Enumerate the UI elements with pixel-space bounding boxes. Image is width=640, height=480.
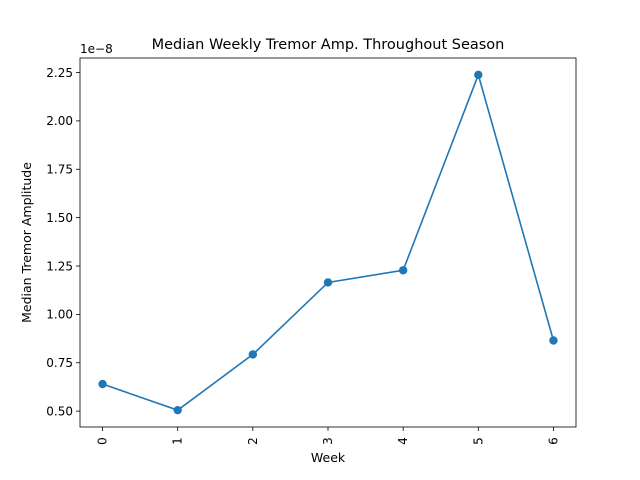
y-tick-label: 0.75 [46,356,73,370]
y-axis-label: Median Tremor Amplitude [19,162,34,323]
data-point [173,405,182,415]
x-tick-label: 6 [546,437,560,445]
y-axis-ticks: 0.50 0.75 1.00 1.25 1.50 1.75 2.00 2.25 [46,66,80,418]
data-point [248,350,258,359]
data-point [398,266,408,275]
data-point [549,336,558,345]
y-tick-label: 1.50 [46,211,73,225]
x-axis-ticks: 0 1 2 3 4 5 6 [96,427,560,445]
y-tick-label: 1.25 [46,259,73,273]
y-tick-label: 2.25 [46,66,73,80]
y-tick-label: 0.50 [46,404,73,418]
y-tick-label: 1.00 [46,308,73,322]
data-point [474,70,483,80]
chart-title: Median Weekly Tremor Amp. Throughout Sea… [152,37,505,53]
x-axis-label: Week [311,450,346,465]
y-tick-label: 2.00 [46,114,73,128]
x-tick-label: 2 [246,437,260,445]
x-tick-label: 1 [171,437,185,445]
data-point [323,278,333,287]
plot-area [79,57,577,428]
x-tick-label: 0 [96,437,110,445]
y-axis-offset-label: 1e−8 [80,42,113,56]
series [98,70,558,415]
x-tick-label: 4 [396,437,410,445]
x-tick-label: 3 [321,437,335,445]
x-tick-label: 5 [471,437,485,445]
data-point [98,379,107,389]
y-tick-label: 1.75 [46,163,73,177]
